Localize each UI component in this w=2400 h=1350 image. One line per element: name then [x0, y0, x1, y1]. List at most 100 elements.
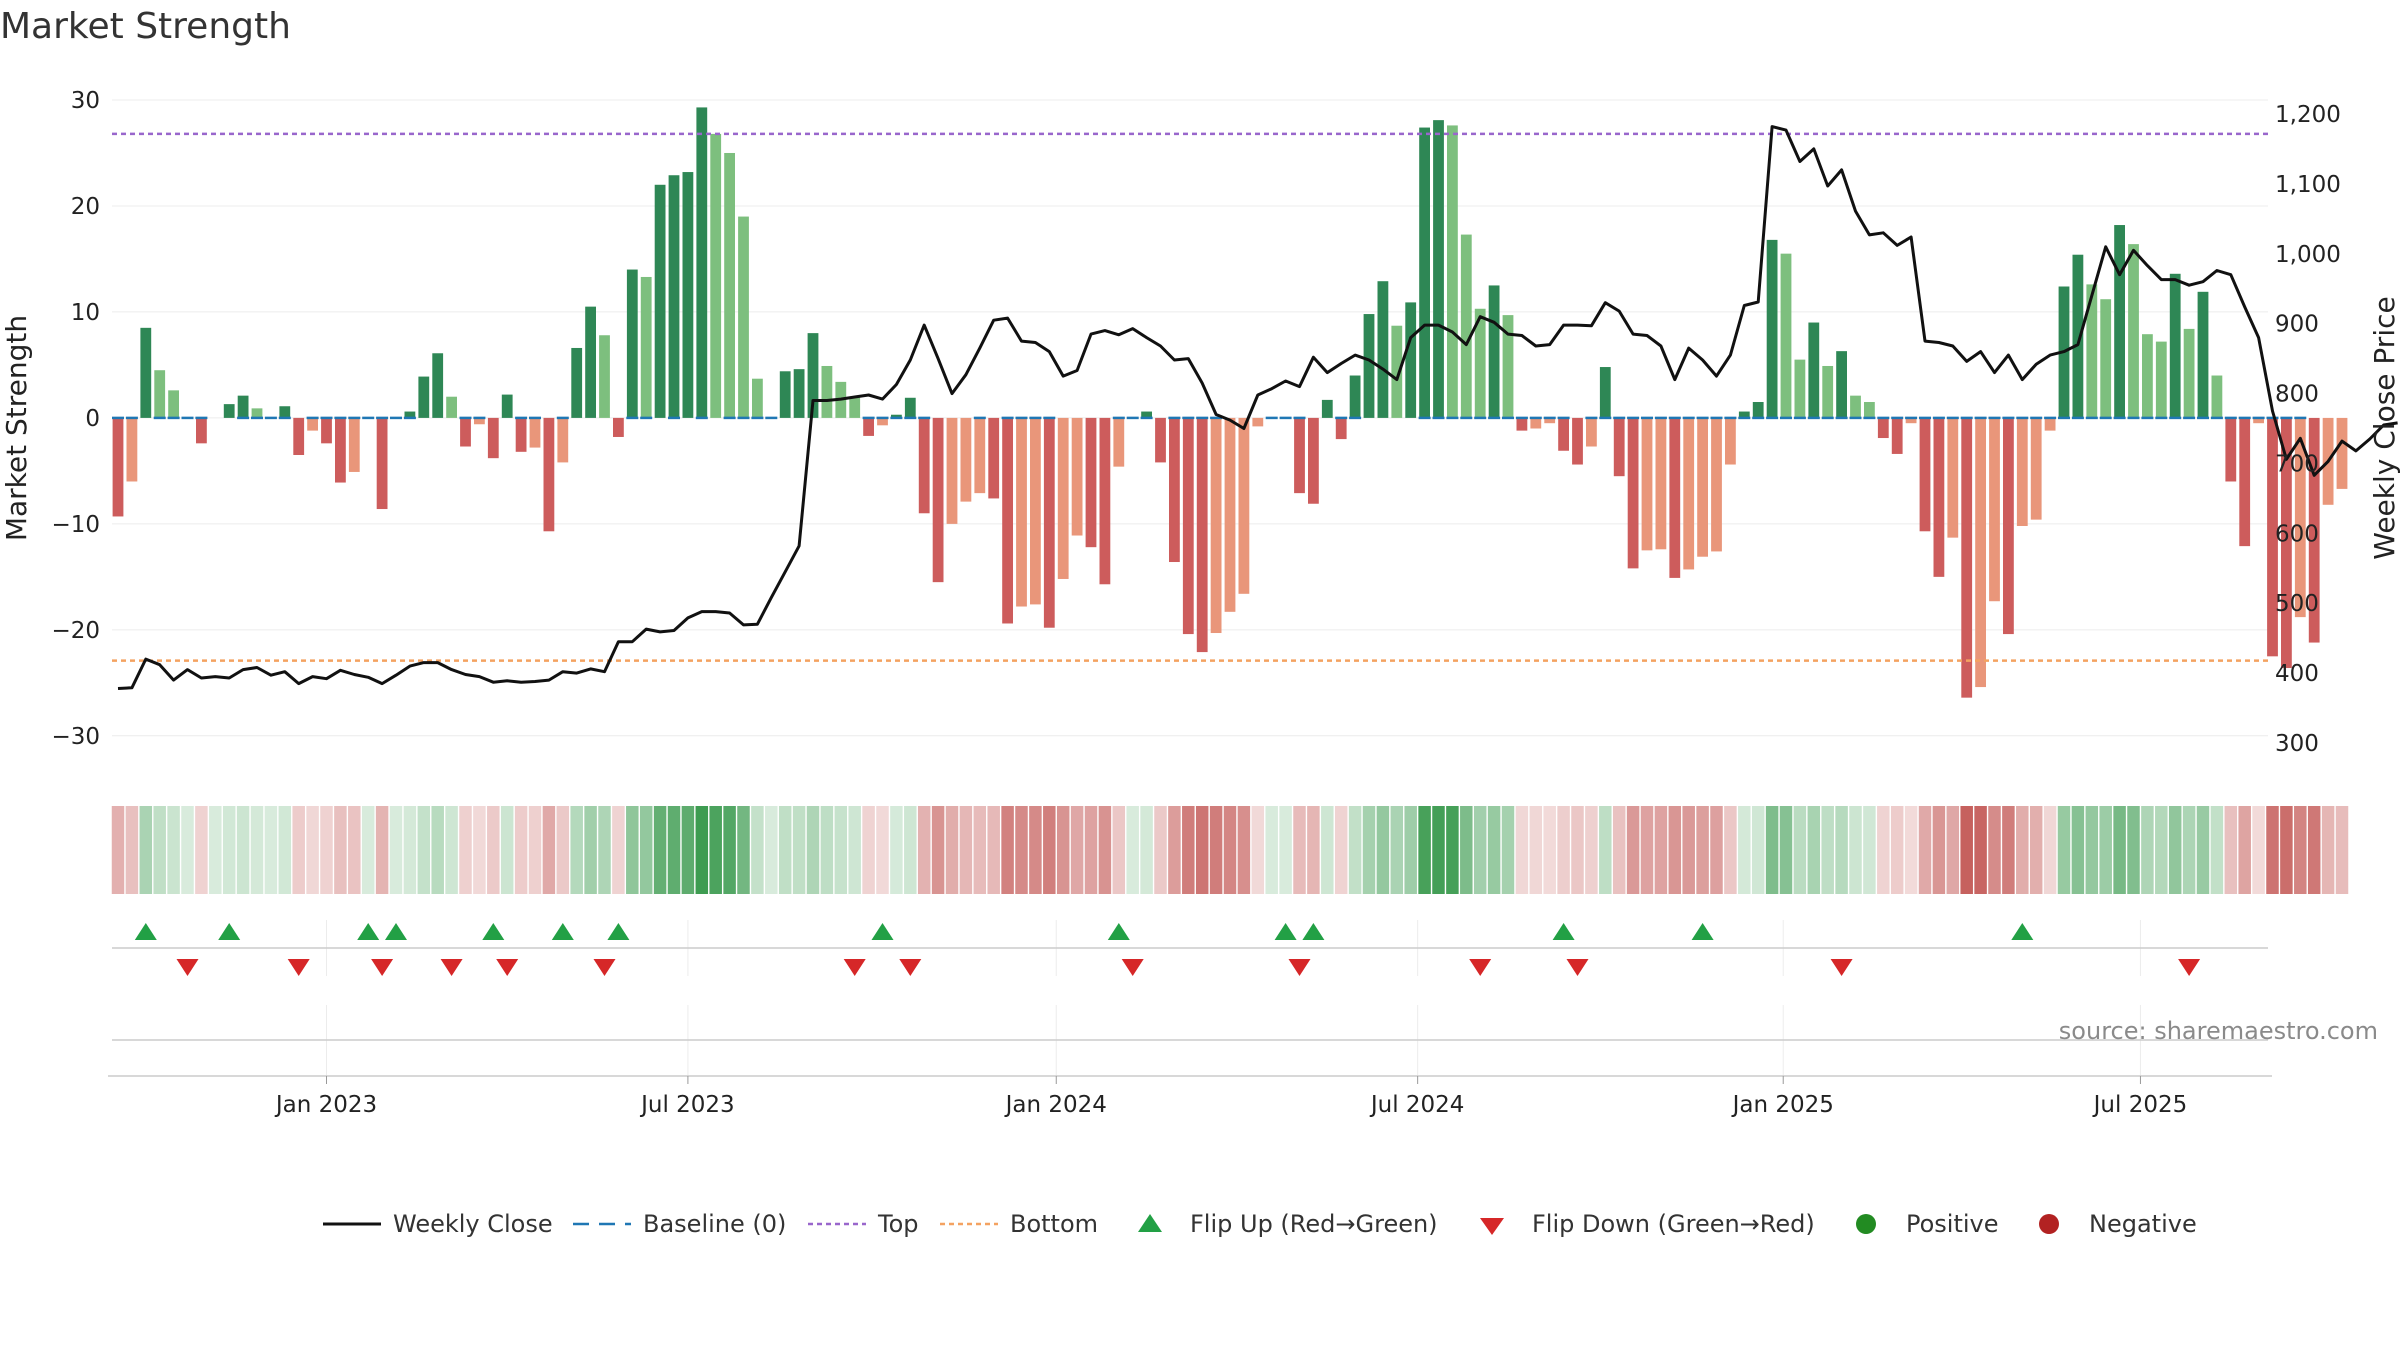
y2-tick-label: 800 — [2275, 382, 2319, 408]
heat-cell — [639, 806, 653, 894]
negative-strength-bar — [460, 417, 471, 447]
legend-item-positive: Positive — [1856, 1210, 1999, 1238]
positive-strength-bar — [418, 376, 430, 418]
y2-tick-label: 300 — [2275, 731, 2319, 757]
legend-label: Positive — [1906, 1210, 1999, 1238]
y2-tick-label: 1,000 — [2275, 242, 2341, 268]
heat-cell — [890, 806, 903, 894]
negative-strength-bar — [1182, 417, 1194, 635]
heat-cell — [2196, 806, 2210, 894]
flip-up-marker — [357, 923, 380, 940]
heat-cell — [709, 806, 722, 894]
heat-cell — [278, 806, 292, 894]
heat-cell — [153, 806, 166, 894]
heat-cell — [1321, 806, 1334, 894]
negative-strength-bar — [515, 417, 527, 452]
heat-cell — [1793, 806, 1807, 894]
flip-down-marker — [287, 959, 310, 976]
negative-strength-bar — [1530, 417, 1542, 429]
heat-cell — [361, 806, 375, 894]
legend-label: Negative — [2089, 1210, 2197, 1238]
heat-cell — [445, 806, 458, 894]
heat-cell — [431, 806, 444, 894]
heat-cell — [1863, 806, 1876, 894]
negative-strength-bar — [2225, 417, 2237, 482]
heat-cell — [125, 806, 139, 894]
flip-down-marker — [1469, 959, 1492, 976]
heat-cell — [195, 806, 208, 894]
heat-cell — [1098, 806, 1112, 894]
legend-swatch-flip-down-icon — [1480, 1218, 1504, 1235]
negative-strength-bar — [376, 417, 388, 510]
heat-cell — [1904, 806, 1918, 894]
heat-cell — [1473, 806, 1487, 894]
negative-strength-bar — [293, 417, 305, 455]
heat-cell — [1362, 806, 1376, 894]
positive-strength-bar — [738, 216, 749, 418]
heat-cell — [500, 806, 514, 894]
heat-cell — [1209, 806, 1223, 894]
negative-strength-bar — [1224, 417, 1236, 612]
negative-strength-bar — [1558, 417, 1569, 451]
negative-strength-bar — [1544, 417, 1556, 424]
heat-cell — [2210, 806, 2224, 894]
negative-strength-bar — [1975, 417, 1986, 688]
x-axis-date-ticks: Jan 2023 Jul 2023 Jan 2024 Jul 2024 Jan 2025… — [274, 1076, 2187, 1118]
positive-strength-bar — [1141, 411, 1152, 418]
heat-cell — [973, 806, 987, 894]
negative-strength-bar — [932, 417, 944, 583]
heat-cell — [1724, 806, 1737, 894]
positive-strength-bar — [2086, 284, 2098, 418]
positive-strength-bar — [1488, 285, 1500, 418]
heat-cell — [2099, 806, 2112, 894]
heat-cell — [2002, 806, 2015, 894]
heat-cell — [306, 806, 319, 894]
flip-up-marker — [2011, 923, 2034, 940]
heat-cell — [1404, 806, 1417, 894]
negative-strength-bar — [2267, 417, 2278, 657]
strength-heat-strip — [111, 806, 2349, 894]
negative-strength-bar — [1043, 417, 1055, 628]
heat-cell — [695, 806, 709, 894]
heat-cell — [1251, 806, 1265, 894]
y2-tick-label: 1,100 — [2275, 172, 2341, 198]
positive-strength-bar — [1474, 308, 1486, 418]
negative-strength-bar — [1586, 417, 1597, 447]
positive-strength-bar — [1599, 367, 1611, 418]
heat-cell — [2085, 806, 2099, 894]
negative-strength-bar — [1641, 417, 1653, 551]
heat-cell — [1168, 806, 1181, 894]
heat-cell — [1334, 806, 1348, 894]
heat-cell — [334, 806, 347, 894]
positive-strength-bar — [1349, 375, 1361, 418]
negative-strength-bar — [1711, 417, 1722, 552]
negative-strength-bar — [1335, 417, 1347, 440]
heat-cell — [1543, 806, 1556, 894]
heat-cell — [612, 806, 625, 894]
heat-cell — [1738, 806, 1751, 894]
heat-cell — [2238, 806, 2251, 894]
heat-cell — [2057, 806, 2071, 894]
flip-down-marker — [593, 959, 616, 976]
heat-cell — [1390, 806, 1404, 894]
negative-strength-bar — [1308, 417, 1319, 504]
negative-strength-bar — [2030, 417, 2042, 520]
heat-cell — [1946, 806, 1960, 894]
flip-down-marker — [899, 959, 922, 976]
heat-cell — [1612, 806, 1626, 894]
heat-cell — [320, 806, 333, 894]
heat-cell — [542, 806, 556, 894]
heat-cell — [584, 806, 597, 894]
heat-cell — [1140, 806, 1153, 894]
negative-strength-bar — [2336, 417, 2348, 489]
heat-cell — [681, 806, 695, 894]
heat-cell — [2168, 806, 2182, 894]
x-tick-label: Jan 2024 — [1004, 1092, 1107, 1118]
flip-up-marker — [871, 923, 894, 940]
heat-cell — [1515, 806, 1529, 894]
positive-strength-bar — [1502, 315, 1514, 418]
heat-cell — [1807, 806, 1821, 894]
heat-cell — [181, 806, 194, 894]
heat-cell — [1626, 806, 1640, 894]
positive-strength-bar — [251, 408, 263, 418]
